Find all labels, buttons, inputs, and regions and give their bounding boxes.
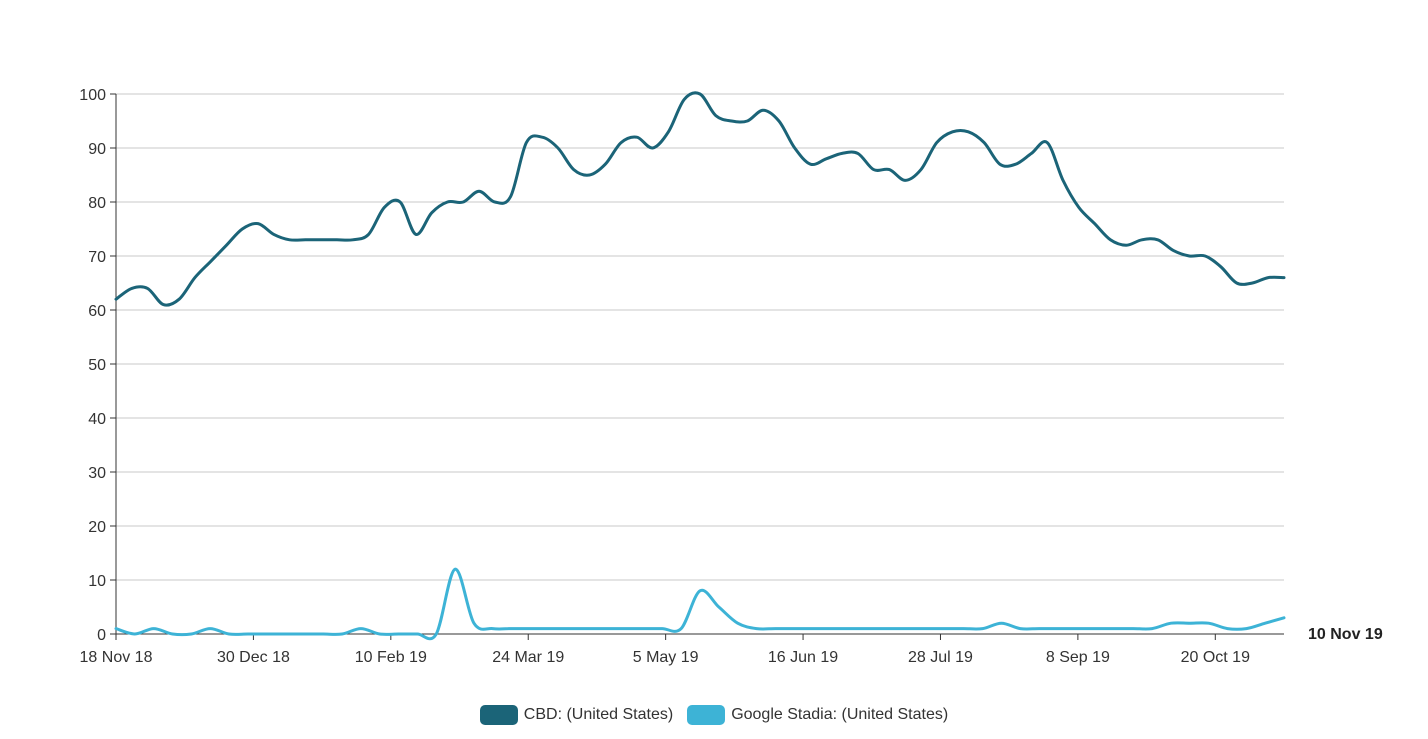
y-tick-label: 10	[88, 573, 106, 590]
y-tick-label: 40	[88, 411, 106, 428]
y-tick-label: 30	[88, 465, 106, 482]
y-tick-label: 60	[88, 303, 106, 320]
x-axis: 18 Nov 18 30 Dec 18 10 Feb 19 24 Mar 19 5 Ma…	[80, 634, 1250, 666]
y-tick-label: 90	[88, 141, 106, 158]
y-tick-label: 20	[88, 519, 106, 536]
legend-item-google-stadia[interactable]: Google Stadia: (United States)	[687, 705, 948, 725]
x-tick-label: 20 Oct 19	[1181, 649, 1250, 666]
x-tick-label: 30 Dec 18	[217, 649, 290, 666]
legend-swatch-cbd	[479, 705, 518, 725]
series-line-google-stadia	[114, 567, 1286, 641]
legend-swatch-google-stadia	[687, 705, 726, 725]
y-tick-label: 0	[97, 627, 106, 644]
legend-item-cbd[interactable]: CBD: (United States)	[479, 705, 674, 725]
y-tick-label: 70	[88, 249, 106, 266]
x-tick-label: 28 Jul 19	[908, 649, 973, 666]
end-date-label: 10 Nov 19	[1308, 626, 1383, 643]
grid-lines	[116, 93, 1284, 635]
x-tick-label: 5 May 19	[633, 649, 699, 666]
line-chart: 0 10 20 30 40 50 60 70 80 90 100 18 Nov 18 30 Dec 1…	[79, 87, 1383, 666]
x-tick-label: 16 Jun 19	[768, 649, 838, 666]
legend: CBD: (United States) Google Stadia: (Uni…	[0, 705, 1428, 725]
x-tick-label: 24 Mar 19	[492, 649, 564, 666]
y-axis: 0 10 20 30 40 50 60 70 80 90 100	[79, 87, 117, 644]
series-line-cbd	[114, 91, 1286, 307]
y-tick-label: 100	[79, 87, 106, 104]
x-tick-label: 8 Sep 19	[1046, 649, 1110, 666]
series-lines	[114, 91, 1286, 641]
y-tick-label: 80	[88, 195, 106, 212]
legend-label-cbd: CBD: (United States)	[523, 706, 674, 723]
y-tick-label: 50	[88, 357, 106, 374]
x-tick-label: 18 Nov 18	[80, 649, 153, 666]
legend-label-google-stadia: Google Stadia: (United States)	[731, 706, 949, 723]
x-tick-label: 10 Feb 19	[355, 649, 427, 666]
